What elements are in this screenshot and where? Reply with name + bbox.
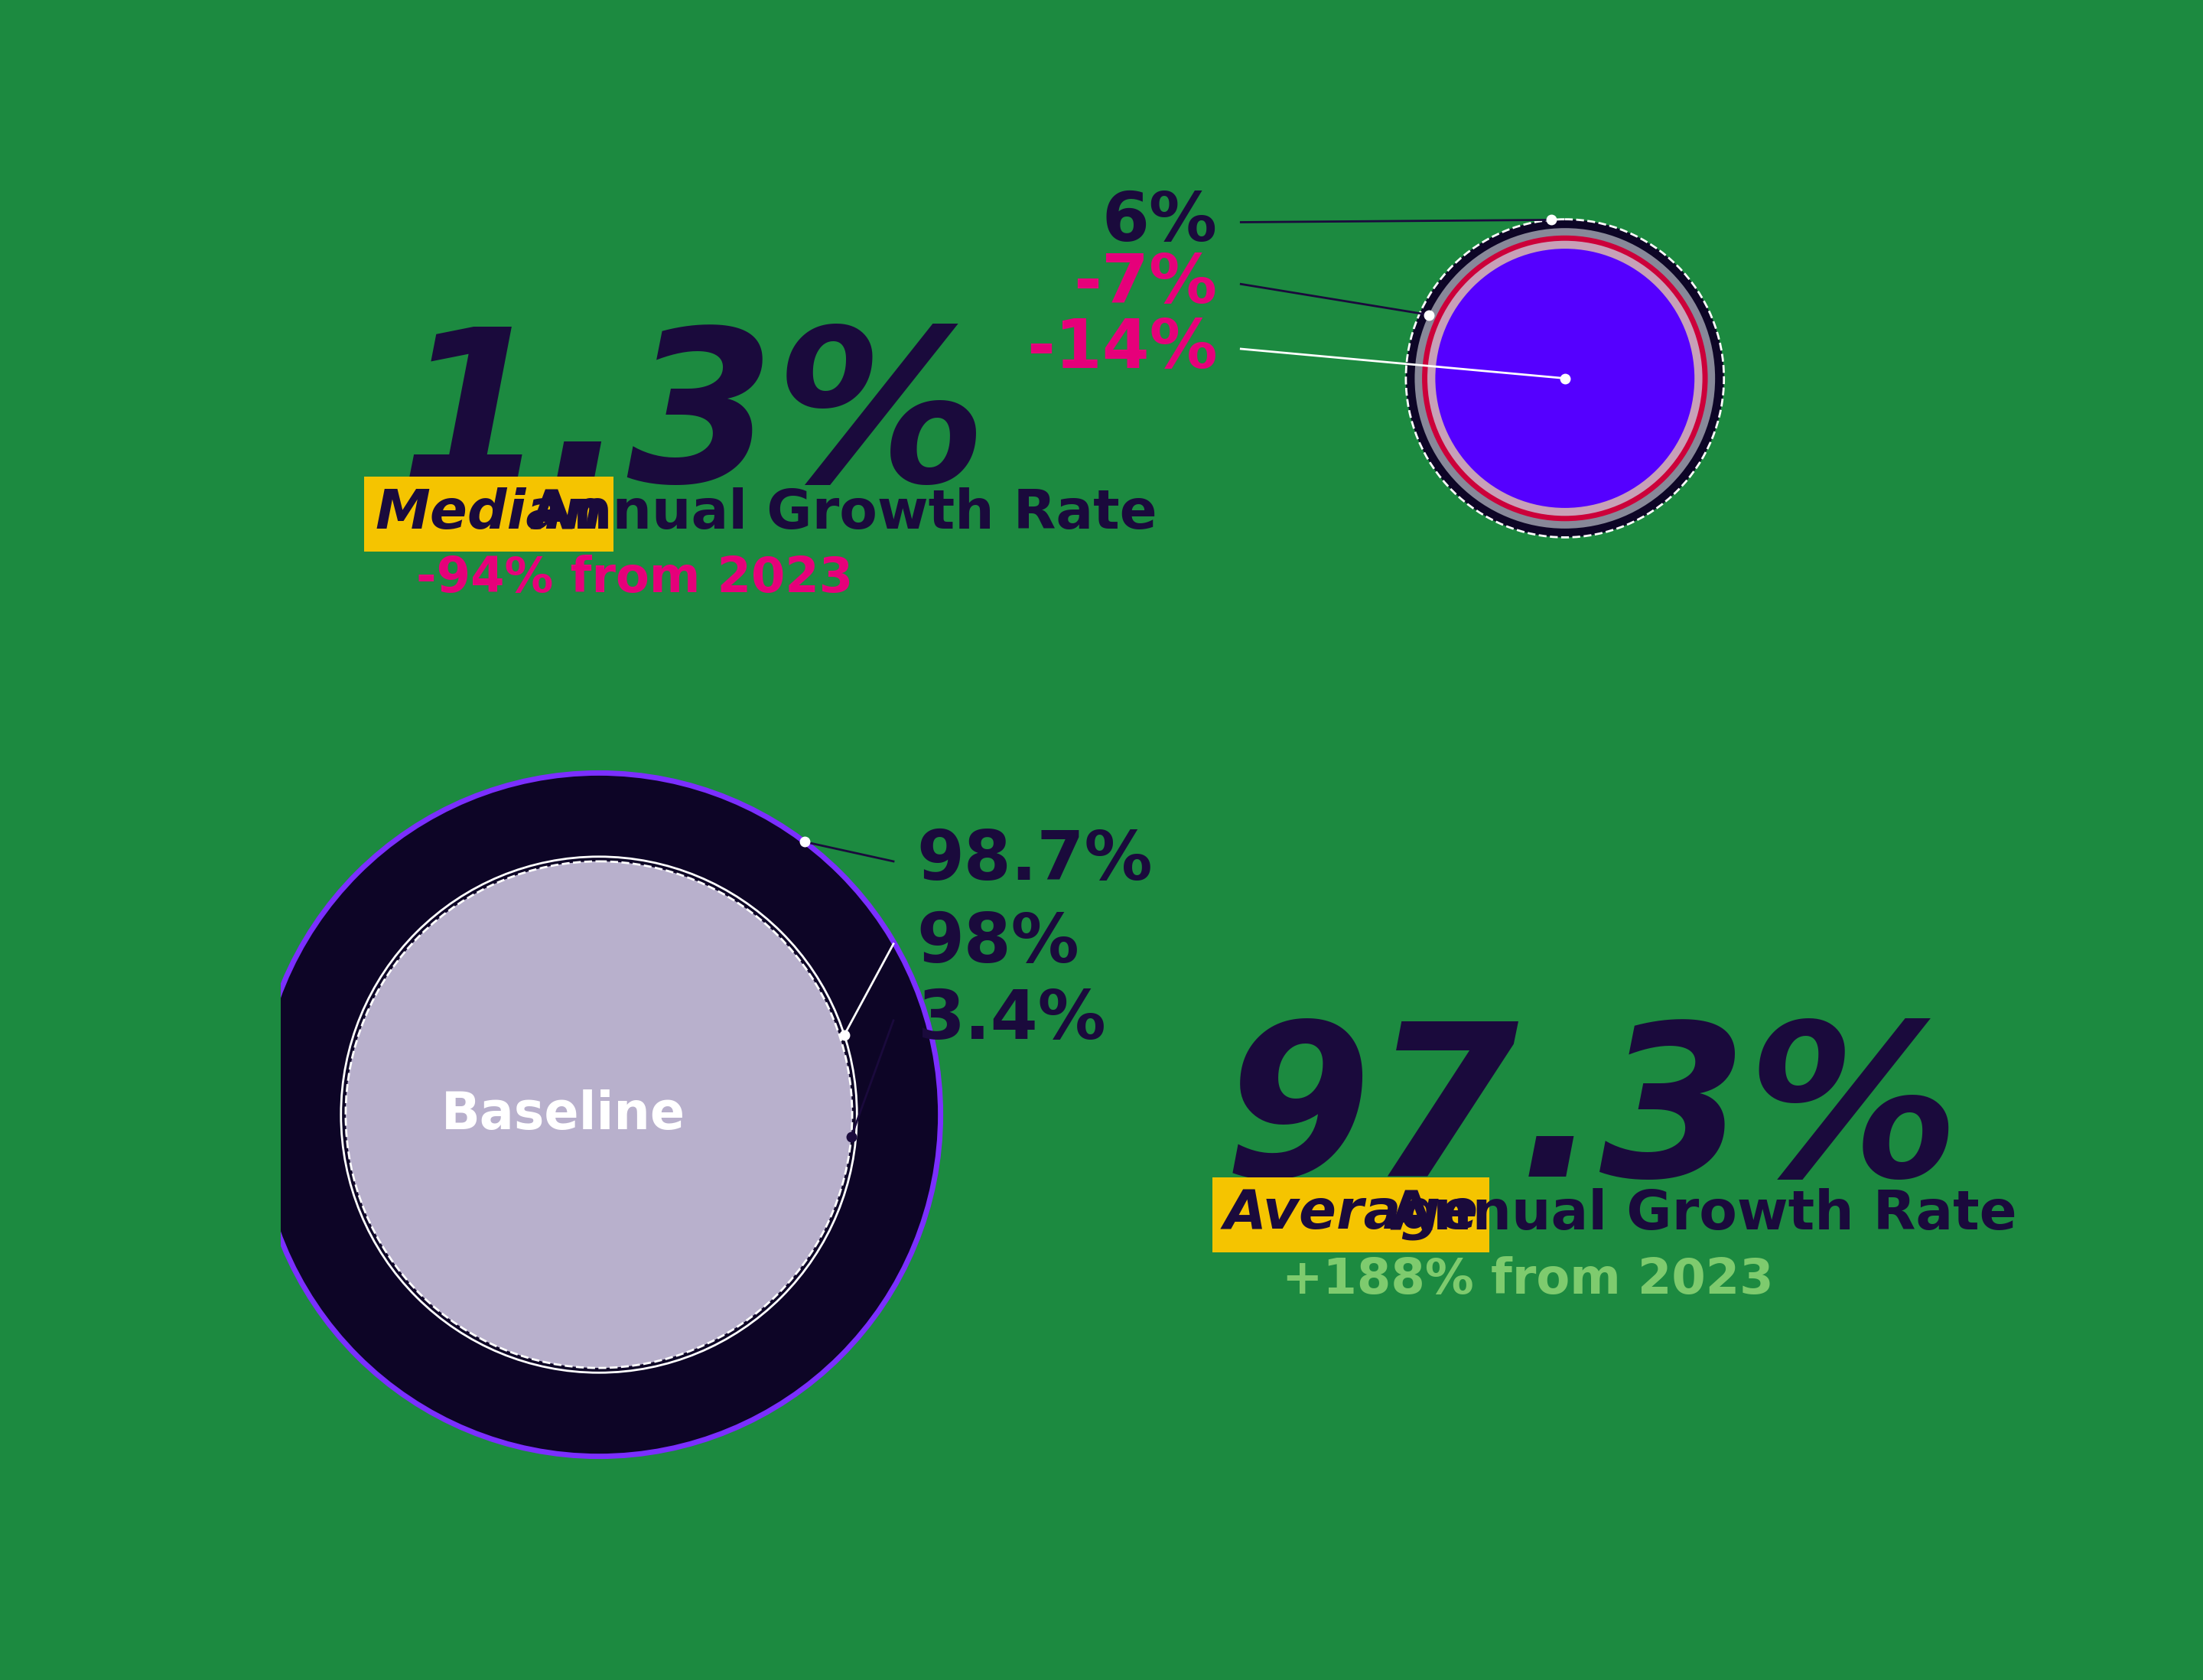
Circle shape bbox=[1436, 249, 1694, 507]
Text: -14%: -14% bbox=[1027, 316, 1218, 381]
Text: 3.4%: 3.4% bbox=[916, 988, 1106, 1053]
Text: 6%: 6% bbox=[1102, 188, 1218, 255]
Circle shape bbox=[1406, 220, 1725, 538]
Circle shape bbox=[1425, 239, 1705, 519]
Text: 98%: 98% bbox=[916, 911, 1079, 978]
Text: Average: Average bbox=[1223, 1188, 1478, 1242]
Text: Annual Growth Rate: Annual Growth Rate bbox=[511, 487, 1157, 541]
Circle shape bbox=[258, 773, 941, 1457]
Circle shape bbox=[346, 862, 853, 1368]
Text: -94% from 2023: -94% from 2023 bbox=[416, 554, 853, 603]
Text: +188% from 2023: +188% from 2023 bbox=[1282, 1257, 1773, 1304]
Text: Median: Median bbox=[375, 487, 604, 541]
Text: 98.7%: 98.7% bbox=[916, 828, 1152, 895]
Text: Annual Growth Rate: Annual Growth Rate bbox=[1370, 1188, 2016, 1242]
Text: -7%: -7% bbox=[1073, 250, 1218, 318]
Text: 97.3%: 97.3% bbox=[1223, 1015, 1961, 1221]
Text: 1.3%: 1.3% bbox=[399, 319, 987, 526]
Circle shape bbox=[1414, 228, 1716, 529]
Text: Baseline: Baseline bbox=[441, 1089, 685, 1141]
